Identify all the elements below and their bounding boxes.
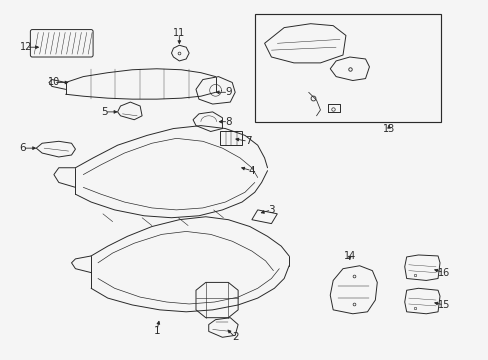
Text: 14: 14 bbox=[343, 251, 355, 261]
Bar bbox=[254, 14, 440, 122]
Text: 5: 5 bbox=[102, 107, 108, 117]
Text: 10: 10 bbox=[48, 77, 60, 87]
Text: 3: 3 bbox=[267, 205, 274, 215]
Text: 11: 11 bbox=[173, 28, 185, 39]
Text: 8: 8 bbox=[224, 117, 231, 127]
Bar bbox=[220, 131, 242, 145]
Text: 6: 6 bbox=[19, 143, 26, 153]
Text: 13: 13 bbox=[382, 123, 394, 134]
Text: 2: 2 bbox=[231, 332, 238, 342]
Text: 12: 12 bbox=[20, 42, 33, 52]
Text: 4: 4 bbox=[248, 166, 255, 176]
Text: 16: 16 bbox=[437, 267, 449, 278]
Text: 9: 9 bbox=[224, 87, 231, 97]
Text: 1: 1 bbox=[153, 327, 160, 336]
Text: 15: 15 bbox=[437, 300, 449, 310]
Text: 7: 7 bbox=[244, 136, 251, 146]
